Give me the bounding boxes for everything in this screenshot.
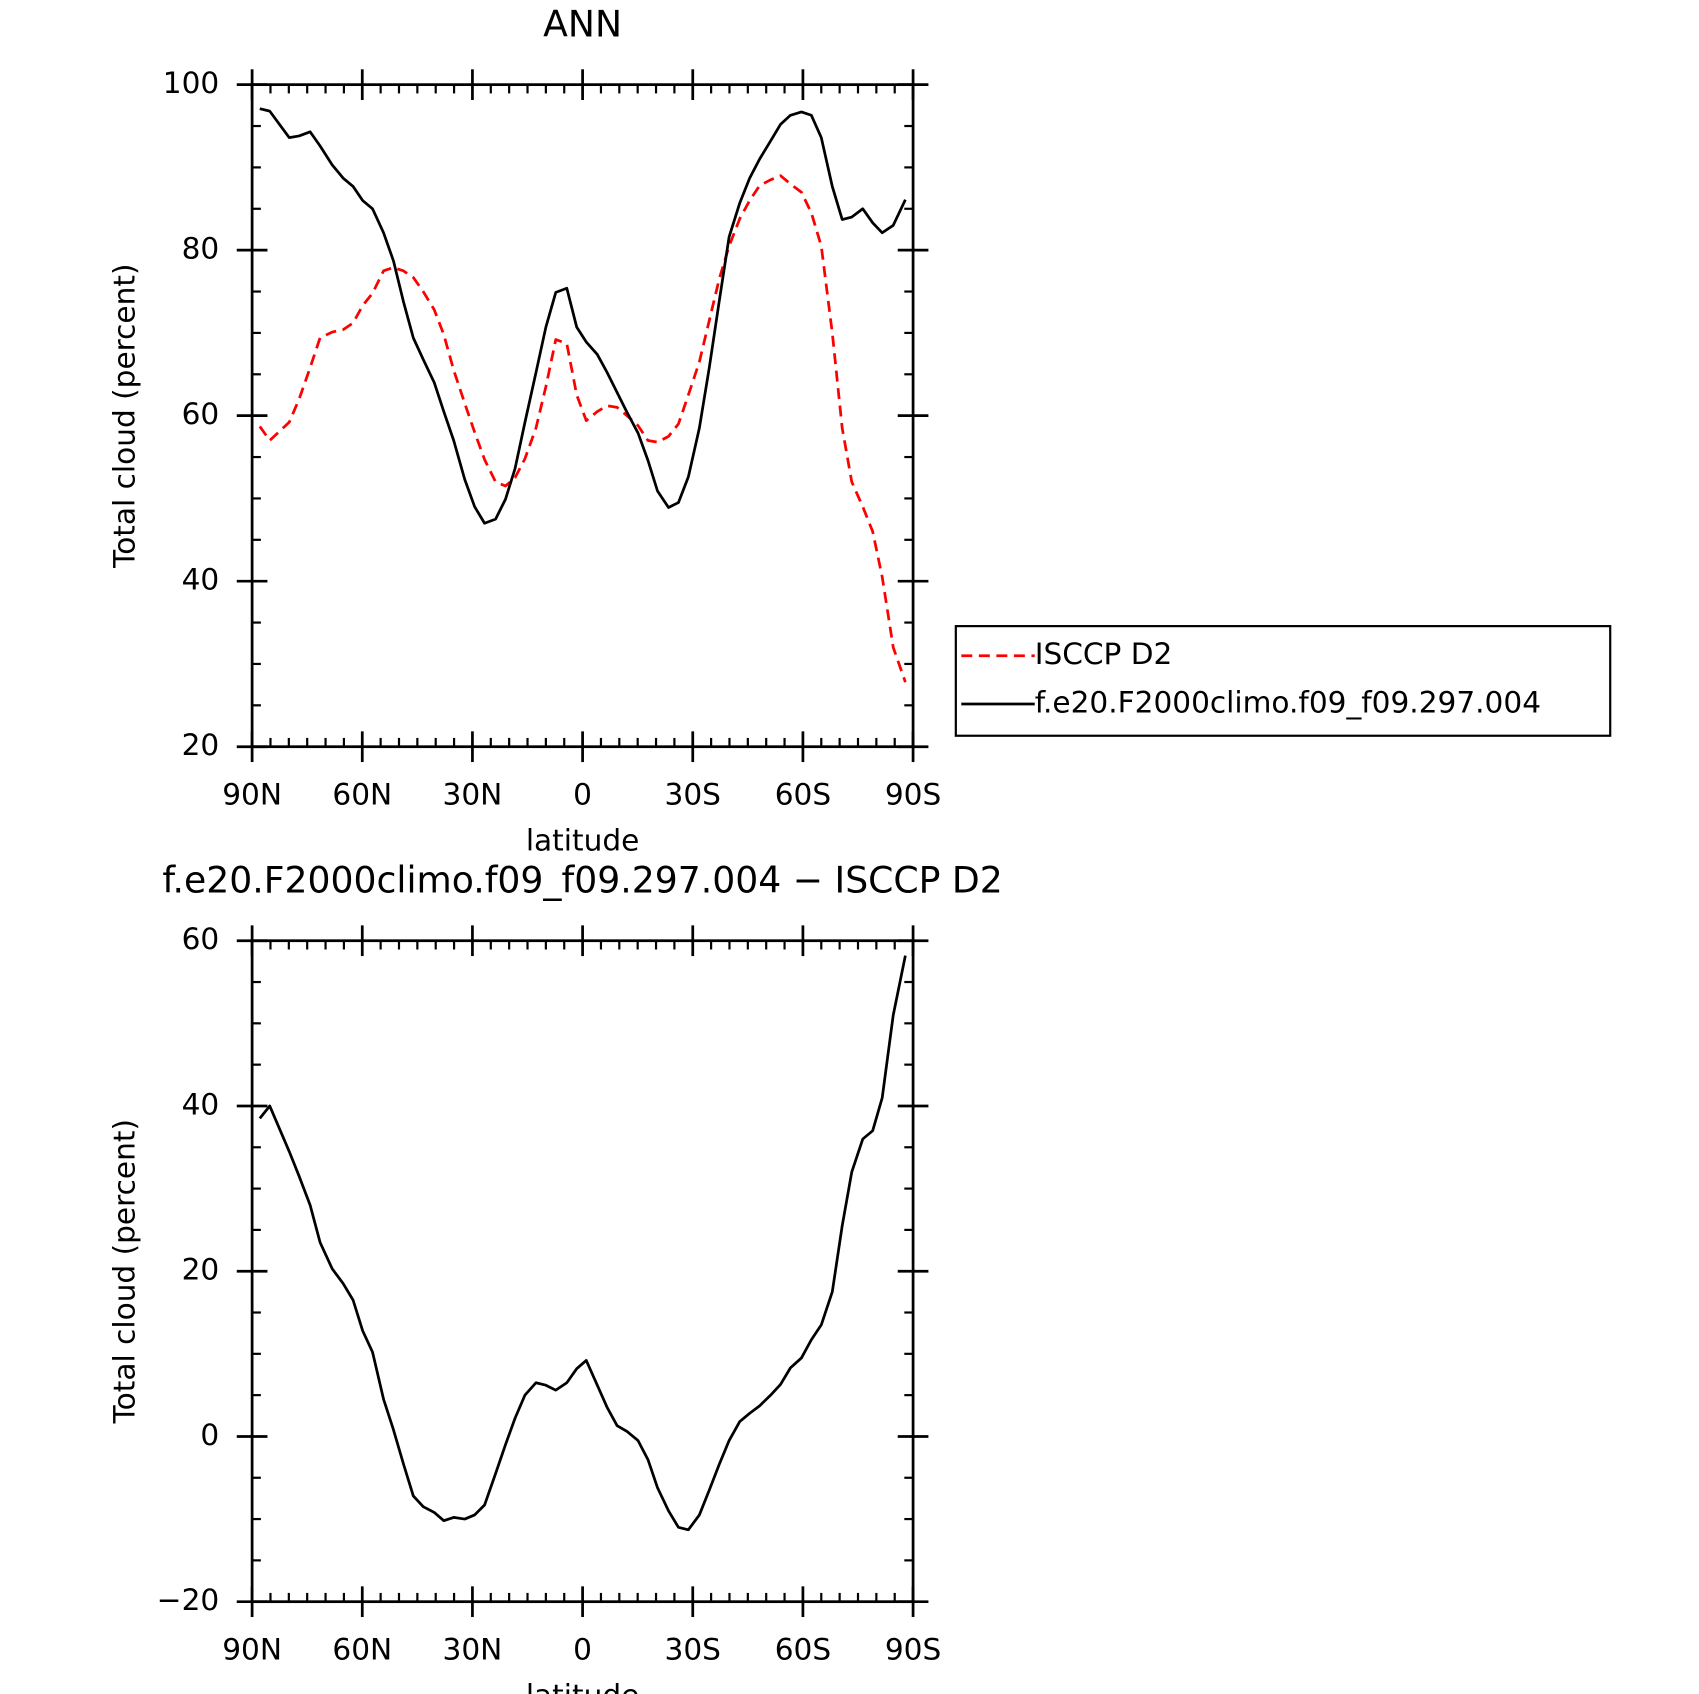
y-axis-label: Total cloud (percent): [108, 264, 142, 569]
data-line: [259, 107, 907, 525]
data-line: [258, 955, 907, 1532]
x-axis-label: latitude: [526, 1679, 639, 1694]
x-tick-label: 90S: [885, 1633, 941, 1667]
legend-label: f.e20.F2000climo.f09_f09.297.004: [1035, 685, 1541, 719]
y-tick-label: 0: [200, 1418, 219, 1452]
x-tick-label: 60S: [775, 1633, 831, 1667]
y-tick-label: 20: [182, 1253, 220, 1287]
y-tick-label: 20: [182, 728, 220, 762]
x-tick-label: 30S: [665, 778, 721, 812]
x-tick-label: 0: [573, 778, 592, 812]
x-axis-label: latitude: [526, 824, 639, 858]
x-tick-label: 60N: [332, 1633, 392, 1667]
y-tick-label: 100: [163, 66, 219, 100]
x-tick-label: 30N: [443, 778, 503, 812]
y-tick-label: 60: [182, 397, 220, 431]
y-axis-label: Total cloud (percent): [108, 1119, 142, 1424]
y-tick-label: 60: [182, 922, 220, 956]
chart-title: f.e20.F2000climo.f09_f09.297.004 − ISCCP…: [162, 859, 1002, 902]
x-tick-label: 90N: [222, 1633, 282, 1667]
x-tick-label: 90S: [885, 778, 941, 812]
y-tick-label: 40: [182, 1087, 220, 1121]
legend-label: ISCCP D2: [1035, 637, 1173, 671]
legend-box: [954, 625, 1612, 737]
x-tick-label: 0: [573, 1633, 592, 1667]
x-tick-label: 30S: [665, 1633, 721, 1667]
x-tick-label: 60S: [775, 778, 831, 812]
y-tick-label: 40: [182, 563, 220, 597]
x-tick-label: 60N: [332, 778, 392, 812]
x-tick-label: 90N: [222, 778, 282, 812]
plot-frame: [250, 83, 915, 749]
plot-frame: [250, 939, 915, 1604]
chart-title: ANN: [543, 3, 622, 46]
y-tick-label: −20: [157, 1583, 219, 1617]
data-line: [258, 174, 907, 683]
x-tick-label: 30N: [443, 1633, 503, 1667]
y-tick-label: 80: [182, 232, 220, 266]
